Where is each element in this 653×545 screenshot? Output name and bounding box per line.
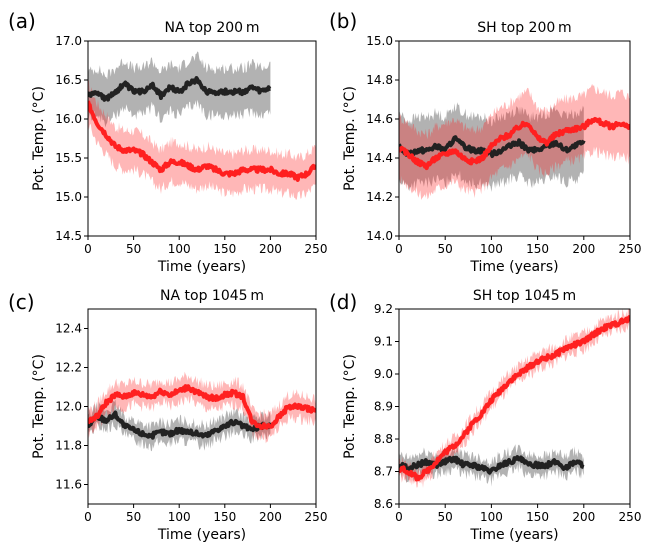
y-tick-label: 16.5 <box>55 73 82 87</box>
x-axis-label: Time (years) <box>157 527 246 543</box>
series-red-line <box>399 315 630 482</box>
y-tick-label: 14.4 <box>366 151 393 165</box>
y-tick-label: 11.8 <box>55 439 82 453</box>
y-tick-label: 15.5 <box>55 151 82 165</box>
y-tick-label: 9.0 <box>374 367 393 381</box>
x-tick-label: 0 <box>395 242 403 256</box>
x-tick-label: 250 <box>305 510 328 524</box>
y-axis-label: Pot. Temp. (°C) <box>31 86 47 191</box>
x-tick-label: 150 <box>526 510 549 524</box>
x-tick-label: 150 <box>213 242 236 256</box>
panel-letter: (b) <box>329 9 357 33</box>
plot-area <box>88 371 316 452</box>
y-tick-label: 8.7 <box>374 465 393 479</box>
y-tick-label: 8.9 <box>374 400 393 414</box>
y-tick-label: 14.2 <box>366 190 393 204</box>
series-black-line <box>399 455 585 475</box>
y-tick-label: 12.0 <box>55 400 82 414</box>
x-tick-label: 0 <box>84 510 92 524</box>
panel-3: 0 50 100 150 200 250 11.6 11.8 12.0 12.2 12.4 NA to… <box>8 288 327 543</box>
series-black-band <box>88 399 271 452</box>
plot-area <box>88 51 316 200</box>
y-tick-label: 9.2 <box>374 302 393 316</box>
x-tick-label: 250 <box>619 510 642 524</box>
x-tick-label: 100 <box>168 510 191 524</box>
panel-title: SH top 1045 m <box>473 288 576 304</box>
y-tick-label: 16.0 <box>55 112 82 126</box>
y-axis-label: Pot. Temp. (°C) <box>31 354 47 459</box>
panel-2: 0 50 100 150 200 250 14.0 14.2 14.4 14.6 14.8 15.0 S… <box>329 9 641 275</box>
x-tick-label: 50 <box>126 242 141 256</box>
x-tick-label: 150 <box>213 510 236 524</box>
series-red-line <box>88 100 316 182</box>
y-tick-label: 15.0 <box>366 34 393 48</box>
series-black-line <box>88 76 272 102</box>
y-tick-label: 14.5 <box>55 229 82 243</box>
x-tick-label: 200 <box>572 242 595 256</box>
panel-4: 0 50 100 150 200 250 8.6 8.7 8.8 8.9 9.0 9.1 9.2 SH t… <box>329 288 641 543</box>
x-tick-label: 50 <box>126 510 141 524</box>
panel-letter: (a) <box>8 9 36 33</box>
x-tick-label: 100 <box>480 510 503 524</box>
x-tick-label: 50 <box>438 242 453 256</box>
y-tick-label: 14.6 <box>366 112 393 126</box>
y-tick-label: 8.8 <box>374 432 393 446</box>
series-red-line <box>88 384 316 430</box>
y-tick-label: 8.6 <box>374 497 393 511</box>
panel-1: 0 50 100 150 200 250 14.5 15.0 15.5 16.0 16.5 17.0 N… <box>8 9 327 275</box>
axes-frame <box>398 40 631 237</box>
y-tick-label: 11.6 <box>55 478 82 492</box>
x-tick-label: 50 <box>438 510 453 524</box>
x-tick-label: 200 <box>572 510 595 524</box>
x-tick-label: 250 <box>619 242 642 256</box>
x-tick-label: 0 <box>84 242 92 256</box>
y-tick-label: 17.0 <box>55 34 82 48</box>
y-tick-label: 12.4 <box>55 322 82 336</box>
x-axis-label: Time (years) <box>469 527 558 543</box>
panel-title: NA top 1045 m <box>160 288 264 304</box>
y-tick-label: 14.0 <box>366 229 393 243</box>
plot-area <box>399 83 630 200</box>
y-tick-label: 14.8 <box>366 73 393 87</box>
series-red-line <box>399 116 630 171</box>
y-tick-label: 12.2 <box>55 361 82 375</box>
plot-area <box>399 309 630 488</box>
x-axis-label: Time (years) <box>469 259 558 275</box>
y-axis-label: Pot. Temp. (°C) <box>342 86 358 191</box>
panel-title: SH top 200 m <box>477 20 571 36</box>
x-tick-label: 100 <box>168 242 191 256</box>
y-axis-label: Pot. Temp. (°C) <box>342 354 358 459</box>
x-tick-label: 150 <box>526 242 549 256</box>
panel-letter: (c) <box>8 290 35 314</box>
series-black-line <box>88 410 273 440</box>
panel-letter: (d) <box>329 290 357 314</box>
x-tick-label: 200 <box>259 510 282 524</box>
x-tick-label: 250 <box>305 242 328 256</box>
x-tick-label: 200 <box>259 242 282 256</box>
series-black-line <box>399 135 586 158</box>
x-tick-label: 0 <box>395 510 403 524</box>
x-axis-label: Time (years) <box>157 259 246 275</box>
y-tick-label: 15.0 <box>55 190 82 204</box>
axes-frame <box>87 40 317 237</box>
panel-title: NA top 200 m <box>164 20 259 36</box>
x-tick-label: 100 <box>480 242 503 256</box>
y-tick-label: 9.1 <box>374 335 393 349</box>
